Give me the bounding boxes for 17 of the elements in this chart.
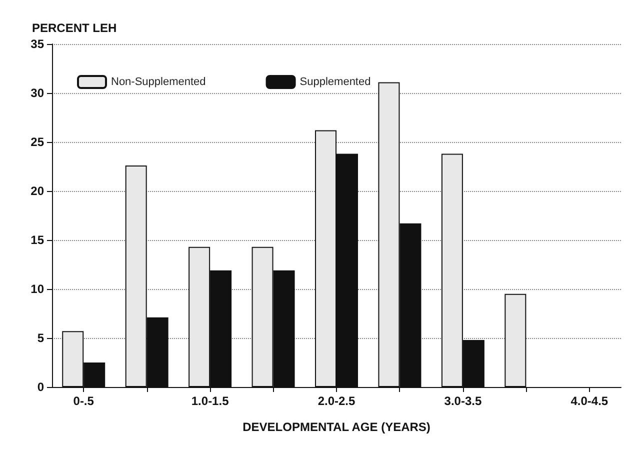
y-tick-label: 10: [30, 282, 44, 296]
x-axis-title: DEVELOPMENTAL AGE (YEARS): [242, 420, 430, 434]
x-tick-label: 2.0-2.5: [318, 394, 356, 408]
y-axis-title: PERCENT LEH: [32, 21, 117, 35]
y-tick-label: 5: [37, 331, 44, 345]
x-tick-label: 3.0-3.5: [444, 394, 482, 408]
x-tick-label: 0-.5: [73, 394, 94, 408]
x-tick-label: 1.0-1.5: [191, 394, 230, 408]
y-tick-label: 20: [30, 184, 44, 198]
y-tick-label: 35: [30, 37, 44, 51]
x-tick-label: 4.0-4.5: [570, 394, 608, 408]
legend-label: Supplemented: [300, 76, 371, 88]
y-tick-label: 0: [37, 380, 44, 394]
y-tick-label: 25: [30, 135, 44, 149]
y-tick-label: 30: [30, 86, 44, 100]
legend-label: Non-Supplemented: [111, 76, 206, 88]
y-tick-label: 15: [30, 233, 44, 247]
